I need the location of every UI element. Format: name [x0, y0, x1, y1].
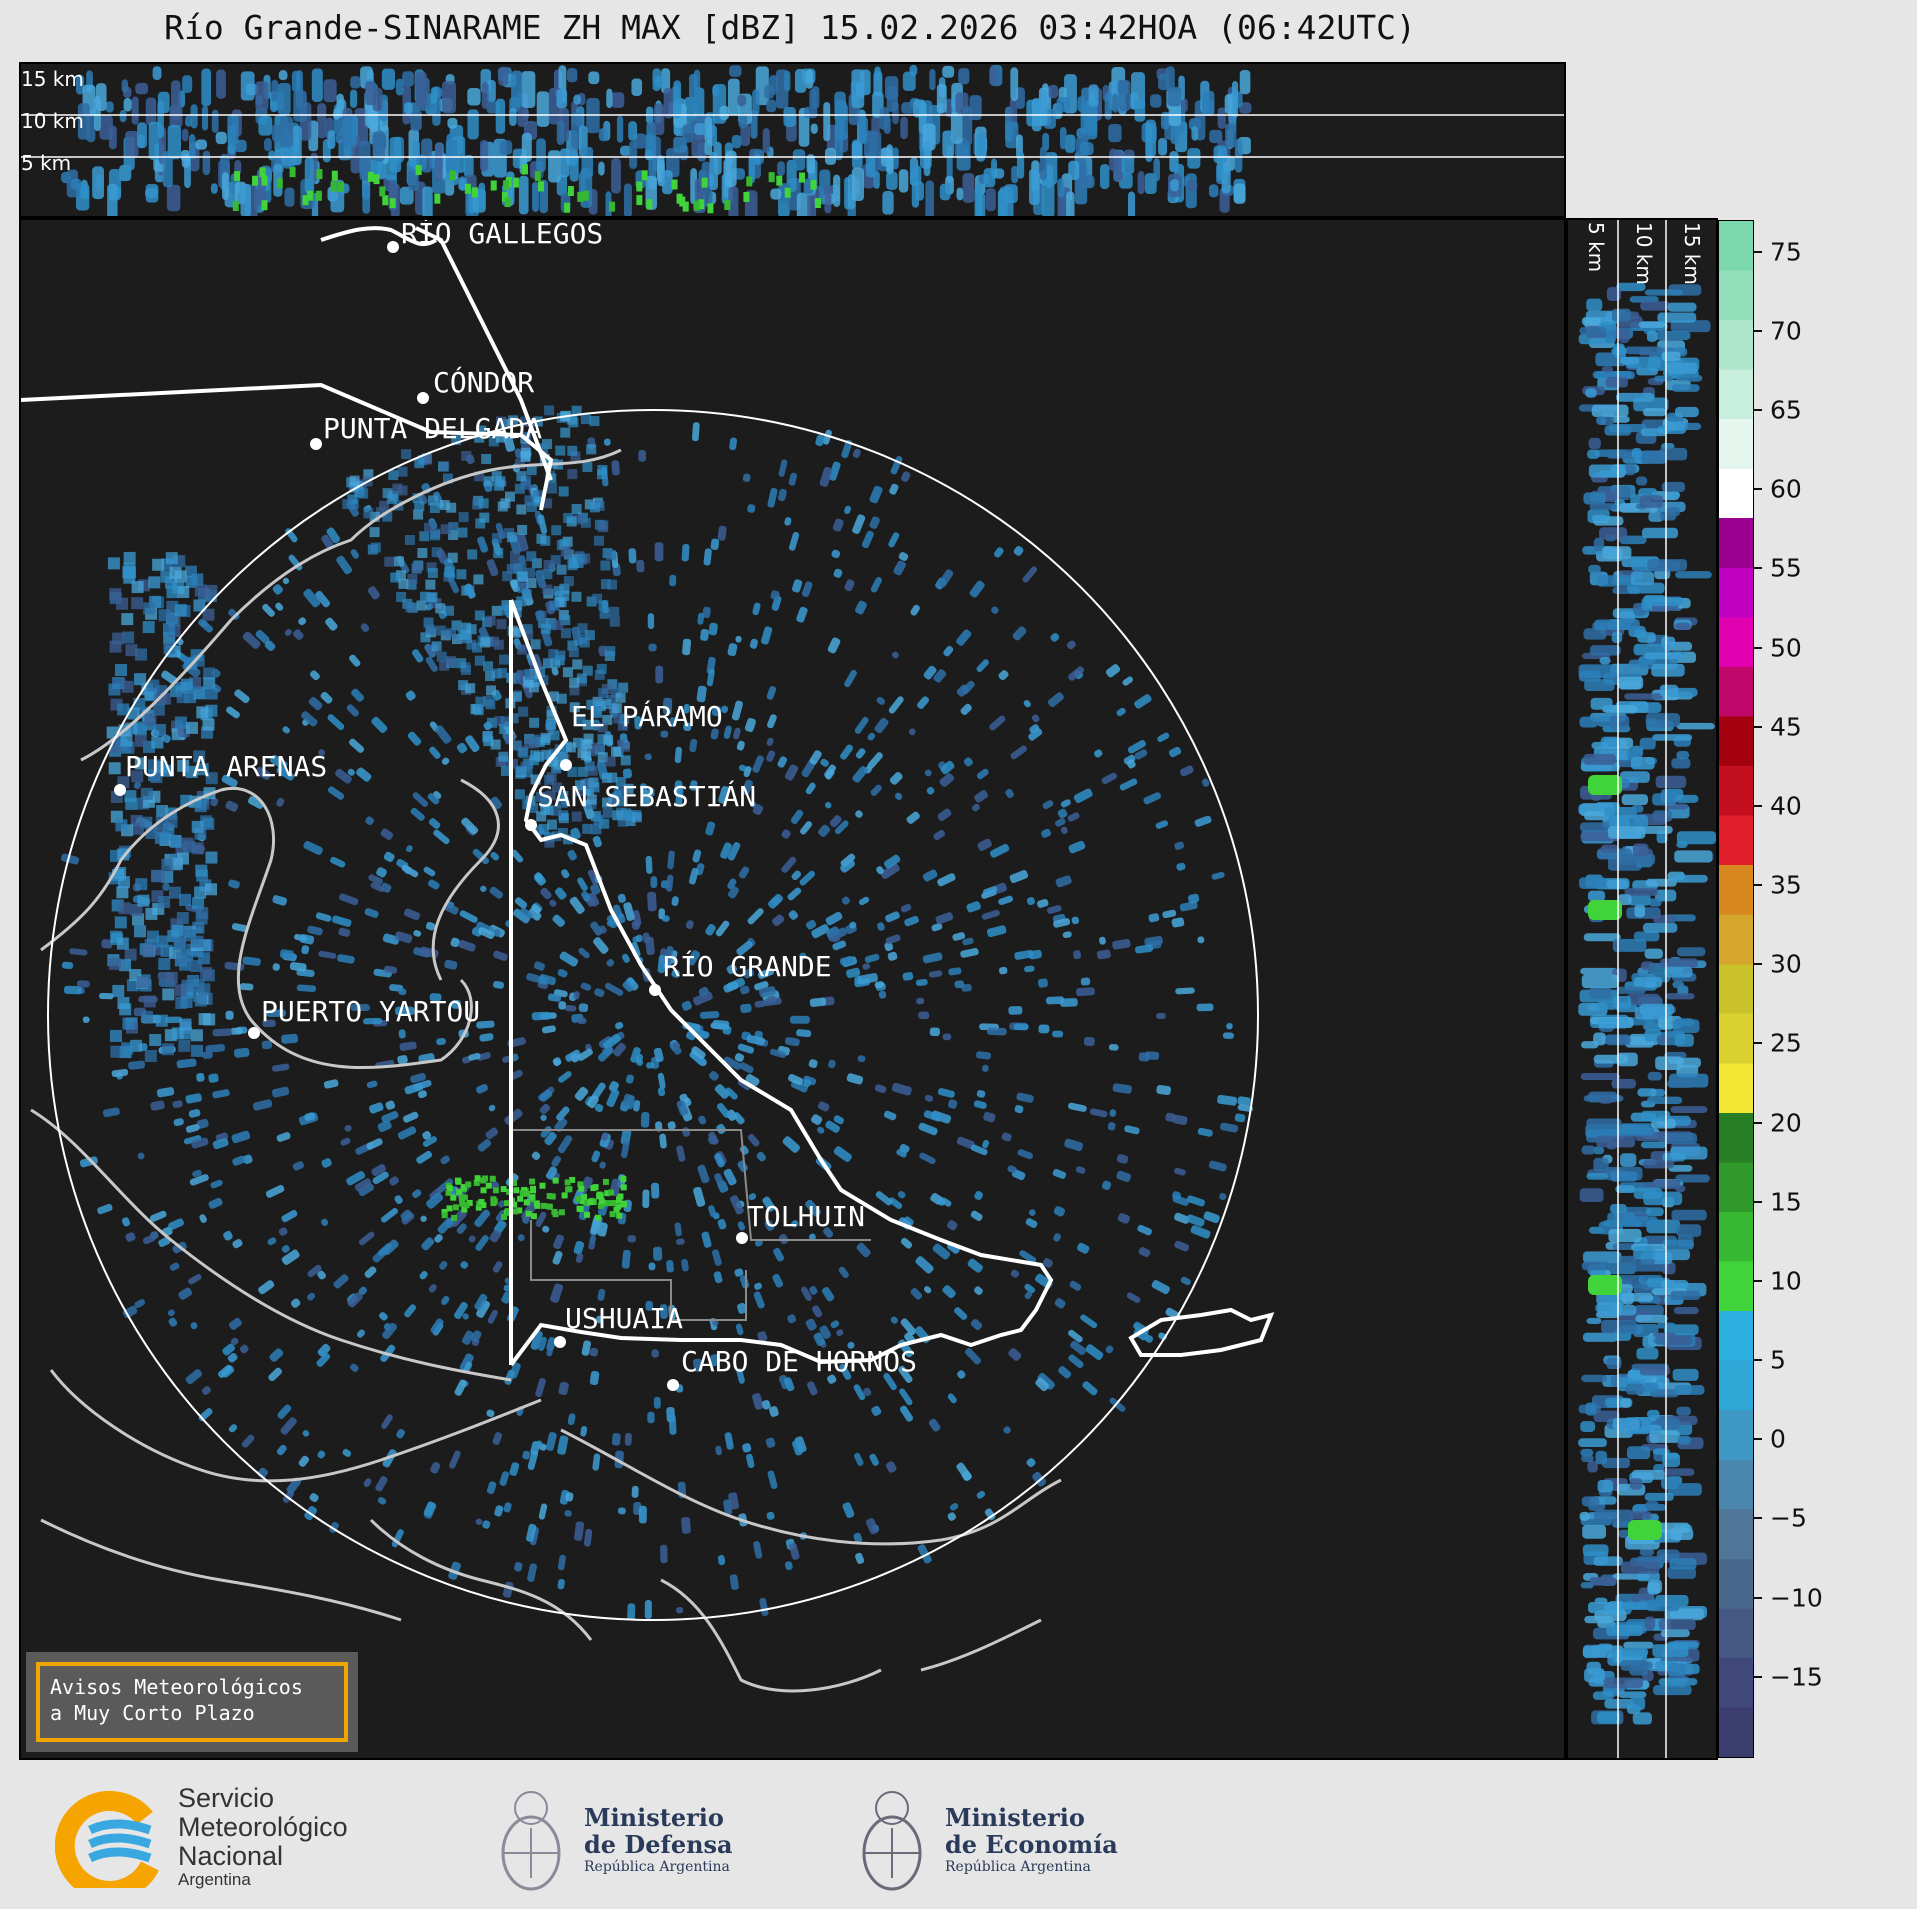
city-dot-condor [417, 392, 429, 404]
colorbar-tick-label: 60 [1770, 474, 1802, 504]
defensa-line-2: de Defensa [584, 1830, 733, 1859]
colorbar-tick-mark [1754, 1042, 1762, 1045]
colorbar-tick-mark [1754, 884, 1762, 887]
colorbar-tick-mark [1754, 804, 1762, 807]
side-alt-label-5km: 5 km [1584, 222, 1608, 273]
city-label-rio-grande: RÍO GRANDE [663, 950, 832, 983]
city-label-rio-gallegos: RÍO GALLEGOS [401, 218, 604, 250]
smn-line-1: Servicio [178, 1783, 275, 1813]
city-label-puerto-yartou: PUERTO YARTOU [261, 995, 481, 1028]
colorbar-tick-mark [1754, 488, 1762, 491]
colorbar-tick-label: 55 [1770, 553, 1802, 583]
city-label-punta-arenas: PUNTA ARENAS [125, 750, 328, 783]
economia-line-2: de Economía [945, 1830, 1118, 1859]
city-label-punta-delgada: PUNTA DELGADA [323, 412, 543, 445]
colorbar-tick-mark [1754, 1200, 1762, 1203]
smn-line-2: Meteorológico [178, 1812, 348, 1842]
smn-line-3: Nacional [178, 1841, 284, 1871]
colorbar-tick-label: −15 [1770, 1662, 1823, 1692]
colorbar-tick-label: 70 [1770, 316, 1802, 346]
city-label-ushuaia: USHUAIA [565, 1302, 684, 1335]
colorbar-tick-mark [1754, 250, 1762, 253]
defensa-line-3: República Argentina [584, 1859, 730, 1875]
side-alt-label-15km: 15 km [1680, 222, 1704, 285]
defensa-line-1: Ministerio [584, 1803, 724, 1832]
colorbar-tick-label: 35 [1770, 870, 1802, 900]
colorbar-tick-label: 30 [1770, 949, 1802, 979]
top-alt-label-10km: 10 km [21, 109, 84, 133]
smn-logo-text: Servicio Meteorológico Nacional Argentin… [178, 1784, 348, 1889]
colorbar-tick-label: −5 [1770, 1503, 1807, 1533]
economia-line-3: República Argentina [945, 1859, 1091, 1875]
economia-coat-of-arms-icon [862, 1791, 922, 1891]
city-dot-el-paramo [560, 759, 572, 771]
smn-logo-icon [55, 1790, 159, 1888]
coastlines [30, 448, 1062, 1693]
colorbar-tick-label: 40 [1770, 791, 1802, 821]
side-cross-section-panel: 5 km 10 km 15 km [1566, 218, 1718, 1760]
colorbar-tick-mark [1754, 1279, 1762, 1282]
colorbar-tick-mark [1754, 646, 1762, 649]
colorbar-tick-mark [1754, 329, 1762, 332]
map-title: Río Grande-SINARAME ZH MAX [dBZ] 15.02.2… [164, 8, 1416, 47]
colorbar-tick-label: 65 [1770, 395, 1802, 425]
colorbar-tick-mark [1754, 567, 1762, 570]
city-dot-puerto-yartou [248, 1027, 260, 1039]
colorbar-tick-label: 50 [1770, 633, 1802, 663]
city-label-condor: CÓNDOR [433, 366, 535, 399]
alert-line-2: a Muy Corto Plazo [50, 1701, 255, 1725]
side-cross-section-image [1568, 220, 1716, 1758]
city-dot-cabo-de-hornos [667, 1379, 679, 1391]
defensa-logo-text: Ministerio de Defensa República Argentin… [584, 1804, 733, 1876]
city-label-cabo-de-hornos: CABO DE HORNOS [681, 1345, 918, 1378]
colorbar-tick-label: 75 [1770, 237, 1802, 267]
dbz-colorbar [1718, 220, 1754, 1758]
city-dot-ushuaia [554, 1336, 566, 1348]
alert-line-1: Avisos Meteorológicos [50, 1675, 303, 1699]
colorbar-tick-mark [1754, 1359, 1762, 1362]
colorbar-tick-label: 45 [1770, 712, 1802, 742]
city-dot-punta-delgada [310, 438, 322, 450]
top-alt-label-15km: 15 km [21, 67, 84, 91]
city-dot-punta-arenas [114, 784, 126, 796]
city-label-tolhuin: TOLHUIN [747, 1200, 866, 1233]
colorbar-tick-label: 5 [1770, 1345, 1786, 1375]
economia-line-1: Ministerio [945, 1803, 1085, 1832]
city-dot-san-sebastian [525, 819, 537, 831]
colorbar-tick-mark [1754, 1438, 1762, 1441]
radar-map-image [21, 220, 1564, 1758]
defensa-coat-of-arms-icon [501, 1791, 561, 1891]
colorbar-tick-label: 15 [1770, 1187, 1802, 1217]
colorbar-tick-label: 20 [1770, 1108, 1802, 1138]
top-cross-section-panel: 15 km 10 km 5 km [19, 62, 1566, 218]
city-dot-tolhuin [736, 1232, 748, 1244]
economia-logo-text: Ministerio de Economía República Argenti… [945, 1804, 1118, 1876]
city-dot-rio-grande [649, 984, 661, 996]
colorbar-tick-mark [1754, 1121, 1762, 1124]
side-alt-label-10km: 10 km [1632, 222, 1656, 285]
footer-logos: Servicio Meteorológico Nacional Argentin… [0, 1768, 1917, 1909]
colorbar-tick-label: 10 [1770, 1266, 1802, 1296]
colorbar-tick-mark [1754, 1675, 1762, 1678]
colorbar-tick-mark [1754, 963, 1762, 966]
boundaries [21, 226, 1275, 1367]
colorbar-tick-label: 0 [1770, 1424, 1786, 1454]
colorbar-tick-mark [1754, 1596, 1762, 1599]
smn-line-4: Argentina [178, 1870, 251, 1889]
colorbar-tick-label: −10 [1770, 1583, 1823, 1613]
colorbar-tick-mark [1754, 725, 1762, 728]
colorbar-tick-mark [1754, 409, 1762, 412]
city-dot-rio-gallegos [387, 241, 399, 253]
city-label-el-paramo: EL PÁRAMO [571, 700, 723, 733]
colorbar-tick-mark [1754, 1517, 1762, 1520]
alert-box-inner: Avisos Meteorológicos a Muy Corto Plazo [36, 1662, 348, 1742]
top-cross-section-image [21, 64, 1564, 216]
radar-map-panel: RÍO GALLEGOS CÓNDOR PUNTA DELGADA EL PÁR… [19, 218, 1566, 1760]
top-alt-label-5km: 5 km [21, 151, 72, 175]
city-label-san-sebastian: SAN SEBASTIÁN [537, 780, 757, 813]
alert-box: Avisos Meteorológicos a Muy Corto Plazo [26, 1652, 358, 1752]
colorbar-tick-label: 25 [1770, 1028, 1802, 1058]
